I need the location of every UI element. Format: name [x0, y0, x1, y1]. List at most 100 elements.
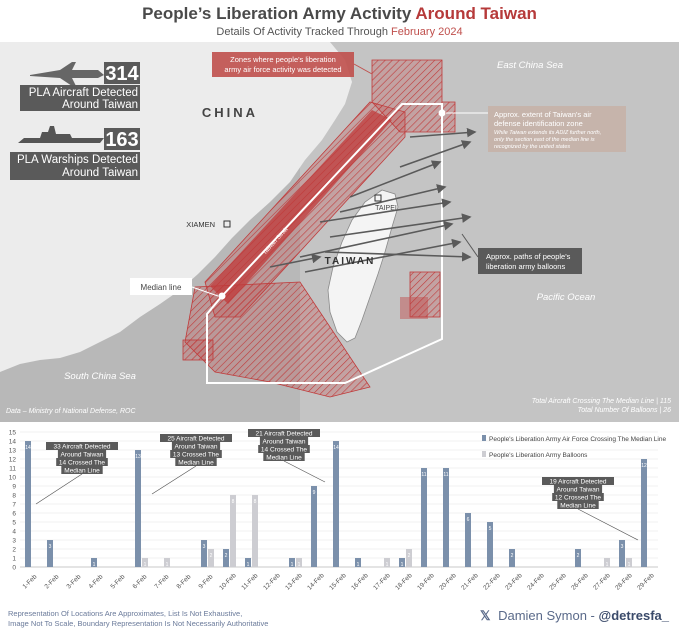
- y-tick-label: 3: [12, 538, 16, 545]
- annotation-bg: [263, 453, 305, 461]
- taiwan-island: [327, 189, 399, 343]
- bar-value-label: 11: [421, 472, 426, 478]
- bar-balloons: [604, 558, 610, 567]
- bar-value-label: 1: [606, 562, 609, 568]
- annotation-text: Median Line: [64, 467, 100, 474]
- bar-aircraft: [443, 468, 449, 567]
- bar-value-label: 1: [386, 562, 389, 568]
- balloon-path: [349, 160, 442, 198]
- callout-balloons-2: liberation army balloons: [486, 262, 565, 271]
- x-tick-label: 17-Feb: [372, 572, 392, 592]
- callout-median: Median line: [141, 283, 182, 292]
- taipei-marker: [374, 194, 382, 202]
- bar-aircraft: [333, 441, 339, 567]
- callout-zones-2: army air force activity was detected: [224, 65, 341, 74]
- callout-adiz-note-3: recognized by the united states: [494, 144, 570, 150]
- bar-aircraft: [509, 549, 515, 567]
- balloon-path: [399, 140, 472, 168]
- annotation-leader: [151, 465, 197, 495]
- bar-aircraft: [399, 558, 405, 567]
- warship-count: 163: [105, 129, 138, 151]
- annotation-bg: [557, 501, 599, 509]
- bar-value-label: 2: [577, 553, 580, 559]
- y-tick-label: 7: [12, 502, 16, 509]
- bar-aircraft: [421, 468, 427, 567]
- callout-adiz-1: Approx. extent of Taiwan's air: [494, 110, 592, 119]
- bar-value-label: 1: [166, 562, 169, 568]
- x-tick-label: 15-Feb: [328, 572, 348, 592]
- callout-zones-1: Zones where people's liberation: [230, 55, 336, 64]
- bar-balloons: [296, 558, 302, 567]
- annotation-leader: [283, 460, 326, 483]
- annotation-bg: [57, 450, 107, 458]
- bar-value-label: 13: [135, 454, 141, 460]
- bar-value-label: 2: [511, 553, 514, 559]
- callout-balloons-1: Approx. paths of people's: [486, 252, 571, 261]
- label-taipei: TAIPEI: [375, 205, 397, 212]
- annotation-text: 33 Aircraft Detected: [53, 443, 110, 450]
- annotation-bg: [259, 437, 309, 445]
- annotation-text: Median Line: [560, 502, 596, 509]
- y-tick-label: 9: [12, 484, 16, 491]
- annotation-bg: [46, 442, 118, 450]
- x-tick-label: 27-Feb: [592, 572, 612, 592]
- annotation-text: Around Taiwan: [61, 451, 104, 458]
- x-tick-label: 26-Feb: [570, 572, 590, 592]
- y-tick-label: 13: [9, 448, 17, 455]
- bar-value-label: 1: [144, 562, 147, 568]
- y-tick-label: 5: [12, 520, 16, 527]
- legend-swatch-balloons: [482, 451, 486, 457]
- callout-median-leader: [191, 286, 219, 297]
- label-china: CHINA: [202, 105, 258, 120]
- y-tick-label: 10: [9, 475, 17, 482]
- annotation-text: Around Taiwan: [557, 486, 600, 493]
- x-tick-label: 22-Feb: [482, 572, 502, 592]
- x-tick-label: 3-Feb: [65, 573, 82, 590]
- bar-value-label: 3: [49, 544, 52, 550]
- xiamen-marker: [223, 220, 231, 228]
- label-pacific: Pacific Ocean: [537, 292, 596, 303]
- bar-balloons: [626, 558, 632, 567]
- annotation-bg: [553, 485, 603, 493]
- warship-icon: [18, 126, 104, 143]
- x-tick-label: 18-Feb: [394, 572, 414, 592]
- bar-aircraft: [47, 540, 53, 567]
- annotation-text: Median Line: [178, 459, 214, 466]
- y-tick-label: 15: [9, 430, 17, 437]
- aircraft-label-1: PLA Aircraft Detected: [29, 87, 138, 99]
- annotation-text: 14 Crossed The: [59, 459, 106, 466]
- x-tick-label: 10-Feb: [218, 572, 238, 592]
- callout-median-box: [130, 278, 192, 295]
- bar-value-label: 1: [93, 562, 96, 568]
- warship-count-box: [104, 128, 140, 150]
- warship-label-box: [10, 152, 140, 180]
- total-crossing: Total Aircraft Crossing The Median Line …: [532, 398, 671, 405]
- title-accent: Around Taiwan: [415, 4, 537, 23]
- warship-label-1: PLA Warships Detected: [17, 154, 138, 166]
- bar-aircraft: [487, 522, 493, 567]
- bar-balloons: [208, 549, 214, 567]
- x-tick-label: 16-Feb: [350, 572, 370, 592]
- y-tick-label: 11: [9, 466, 16, 473]
- annotation-bg: [175, 458, 217, 466]
- subtitle-main: Details Of Activity Tracked Through: [216, 26, 388, 38]
- bar-aircraft: [465, 513, 471, 567]
- balloon-path: [304, 238, 462, 273]
- x-tick-label: 28-Feb: [614, 572, 634, 592]
- east-zone: [409, 271, 441, 318]
- footer-note-1: Representation Of Locations Are Approxim…: [8, 609, 243, 618]
- annotation-text: 14 Crossed The: [261, 446, 308, 453]
- bar-value-label: 1: [628, 562, 631, 568]
- annotation-bg: [56, 458, 108, 466]
- bar-aircraft: [311, 486, 317, 567]
- annotation-bg: [61, 466, 103, 474]
- callout-balloons-leader: [461, 233, 479, 258]
- annotation-bg: [248, 429, 320, 437]
- bar-value-label: 12: [641, 463, 647, 469]
- bar-value-label: 1: [247, 562, 250, 568]
